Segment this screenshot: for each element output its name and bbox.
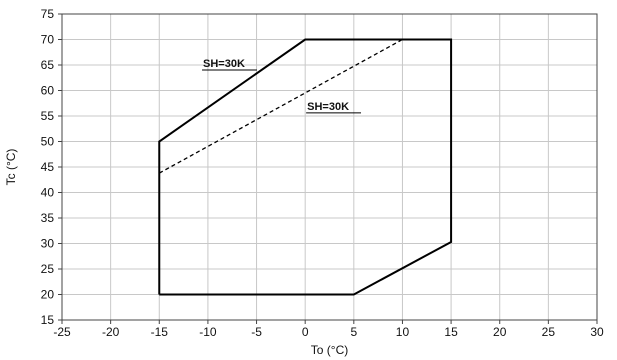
x-tick-label: -25 <box>53 325 71 339</box>
y-tick-label: 75 <box>41 7 55 21</box>
x-tick-label: 5 <box>350 325 357 339</box>
y-tick-label: 25 <box>41 262 55 276</box>
envelope-line-dashed <box>158 38 403 174</box>
x-tick-label: -15 <box>151 325 169 339</box>
y-tick-label: 15 <box>41 313 55 327</box>
x-tick-label: -20 <box>102 325 120 339</box>
y-tick-label: 45 <box>41 160 55 174</box>
y-tick-label: 20 <box>41 288 55 302</box>
annotation-label: SH=30K <box>307 101 349 113</box>
x-tick-label: 25 <box>542 325 556 339</box>
grid <box>61 13 598 321</box>
x-tick-label: 30 <box>590 325 604 339</box>
y-axis-title: Tc (°C) <box>4 149 18 186</box>
x-tick-label: 20 <box>493 325 507 339</box>
axes: -25 -20 -15 -10 -5 0 5 10 15 20 25 30 15 20 25 30 35 40 45… <box>41 7 604 339</box>
x-tick-label: -5 <box>251 325 262 339</box>
y-tick-label: 40 <box>41 186 55 200</box>
x-tick-label: -10 <box>199 325 217 339</box>
x-axis-title: To (°C) <box>311 343 348 357</box>
y-tick-label: 55 <box>41 109 55 123</box>
x-tick-label: 15 <box>444 325 458 339</box>
y-tick-label: 70 <box>41 33 55 47</box>
x-tick-label: 0 <box>302 325 309 339</box>
y-tick-label: 50 <box>41 135 55 149</box>
y-tick-label: 30 <box>41 237 55 251</box>
x-tick-label: 10 <box>396 325 410 339</box>
y-tick-label: 35 <box>41 211 55 225</box>
y-tick-label: 65 <box>41 58 55 72</box>
series-layer <box>158 38 453 296</box>
annotation-label: SH=30K <box>203 58 245 70</box>
envelope-line-solid <box>158 38 453 296</box>
y-tick-label: 60 <box>41 84 55 98</box>
annotations: SH=30K SH=30K <box>202 58 362 114</box>
